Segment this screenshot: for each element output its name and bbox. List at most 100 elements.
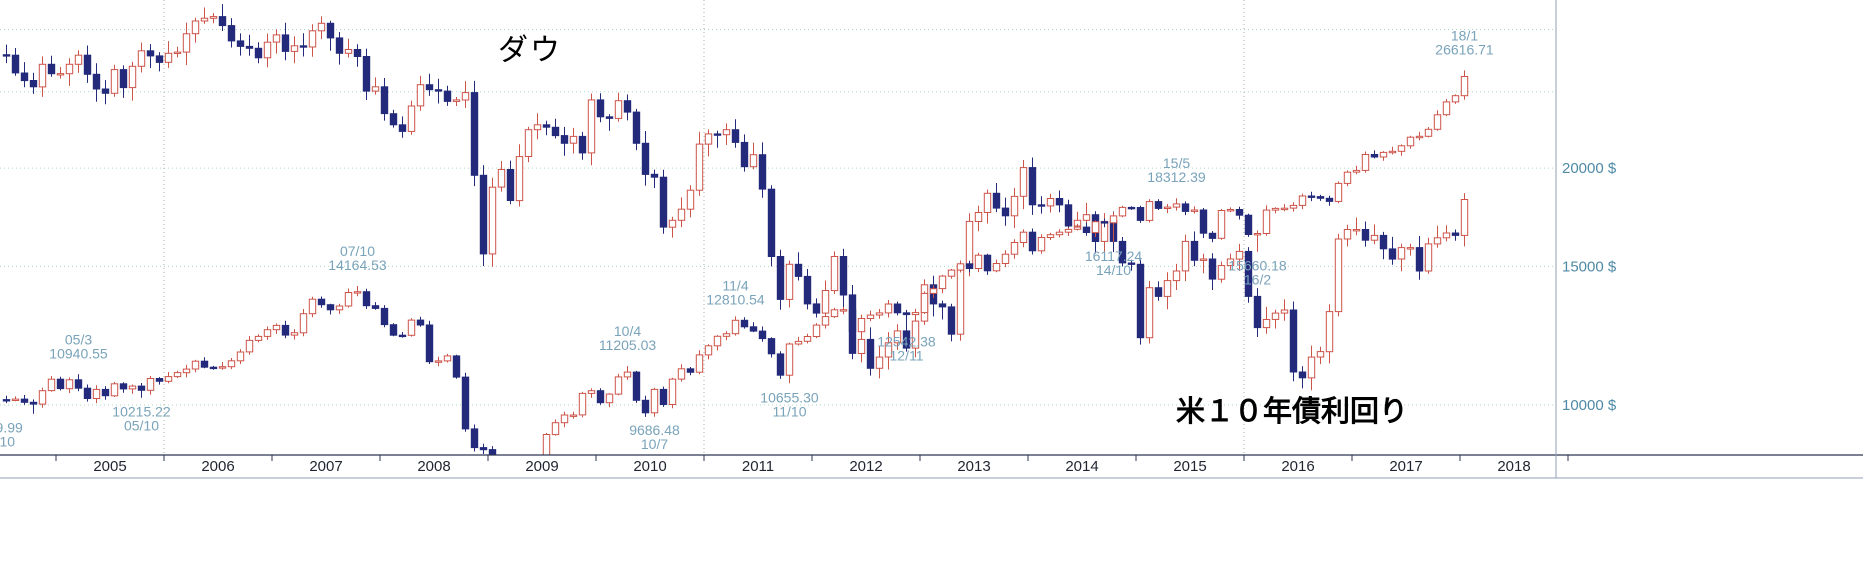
- candle-body: [659, 388, 668, 405]
- candle-body: [1388, 150, 1397, 154]
- candle-body: [1163, 280, 1172, 297]
- candle-body: [668, 378, 677, 406]
- candle-body: [920, 292, 929, 314]
- candle-body: [498, 481, 504, 524]
- candle-body: [1361, 229, 1370, 241]
- candle-body: [1442, 101, 1451, 116]
- candle-body: [875, 312, 884, 316]
- candle-body: [1262, 209, 1271, 235]
- candle-body: [839, 309, 848, 312]
- candle-body: [488, 186, 497, 255]
- candle-body: [1082, 226, 1091, 234]
- candle-body: [596, 390, 605, 404]
- candle-body: [65, 63, 74, 75]
- candle-body: [236, 40, 245, 47]
- candle-body: [290, 332, 299, 336]
- candle-body: [992, 192, 1001, 209]
- candle-body: [344, 49, 353, 54]
- candle-body: [155, 55, 164, 63]
- candle-body: [1001, 253, 1010, 264]
- candle-body: [362, 56, 371, 92]
- candle-body: [344, 292, 353, 307]
- candle-body: [884, 342, 893, 358]
- candle-body: [1037, 204, 1046, 207]
- candle-body: [1460, 76, 1469, 97]
- candle-body: [1064, 228, 1073, 233]
- candle-body: [1415, 247, 1424, 272]
- candle-body: [398, 124, 407, 132]
- x-axis-year-label: 2017: [1389, 458, 1422, 475]
- candle-body: [749, 326, 758, 332]
- candle-body: [1127, 262, 1136, 265]
- candle-body: [299, 45, 308, 48]
- candle-body: [479, 174, 488, 255]
- candle-body: [983, 192, 992, 214]
- candle-body: [1226, 258, 1235, 267]
- candle-body: [1028, 167, 1037, 206]
- candle-body: [812, 324, 821, 338]
- candle-body: [128, 65, 137, 89]
- candle-body: [1433, 114, 1442, 130]
- candle-body: [1118, 240, 1127, 264]
- candle-body: [92, 388, 101, 399]
- candle-body: [866, 314, 875, 320]
- candle-body: [1028, 231, 1037, 252]
- candle-body: [38, 63, 47, 88]
- candle-body: [614, 376, 623, 395]
- candle-body: [110, 69, 119, 94]
- candle-body: [983, 254, 992, 272]
- candle-body: [1181, 240, 1190, 272]
- candle-body: [1325, 197, 1334, 202]
- candle-body: [245, 339, 254, 353]
- candle-body: [263, 329, 272, 337]
- candle-body: [128, 385, 137, 390]
- candle-body: [866, 338, 875, 369]
- swing-annotation: 18/1: [1451, 27, 1478, 43]
- candle-body: [596, 99, 605, 118]
- candle-body: [686, 368, 695, 373]
- candle-body: [146, 50, 155, 57]
- candle-body: [947, 306, 956, 335]
- candle-body: [857, 318, 866, 333]
- swing-annotation: 15/5: [1163, 155, 1190, 171]
- candle-body: [902, 330, 911, 349]
- candle-body: [956, 265, 965, 335]
- candle-body: [1190, 240, 1199, 261]
- candle-body: [650, 388, 659, 414]
- swing-annotation: 12/11: [890, 348, 924, 364]
- candle-body: [668, 219, 677, 228]
- candle-body: [722, 333, 731, 337]
- candle-body: [893, 303, 902, 314]
- candle-body: [227, 25, 236, 42]
- candle-body: [353, 49, 362, 57]
- swing-annotation: 10655.30: [760, 389, 819, 405]
- candle-body: [515, 156, 524, 202]
- candle-body: [704, 345, 713, 356]
- candle-body: [20, 72, 29, 82]
- x-axis-year-label: 2010: [633, 458, 666, 475]
- candle-body: [425, 84, 434, 91]
- candle-body: [1172, 203, 1181, 208]
- candle-body: [281, 324, 290, 336]
- candle-body: [452, 99, 461, 102]
- candle-body: [290, 45, 299, 52]
- candle-body: [416, 84, 425, 107]
- candle-body: [695, 143, 704, 191]
- candle-body: [272, 34, 281, 43]
- candle-body: [443, 90, 452, 102]
- x-axis-year-label: 2008: [417, 458, 450, 475]
- x-axis-year-label: 2014: [1065, 458, 1098, 475]
- candle-body: [1397, 247, 1406, 260]
- candle-body: [281, 34, 290, 52]
- candle-body: [1343, 171, 1352, 184]
- candle-body: [641, 142, 650, 175]
- candle-body: [911, 320, 920, 349]
- candle-body: [1145, 287, 1154, 339]
- candle-body: [74, 54, 83, 65]
- candle-body: [1442, 232, 1451, 239]
- candle-body: [389, 113, 398, 126]
- candle-body: [965, 263, 974, 269]
- candle-body: [848, 309, 857, 333]
- candle-body: [20, 398, 29, 403]
- candle-body: [254, 47, 263, 59]
